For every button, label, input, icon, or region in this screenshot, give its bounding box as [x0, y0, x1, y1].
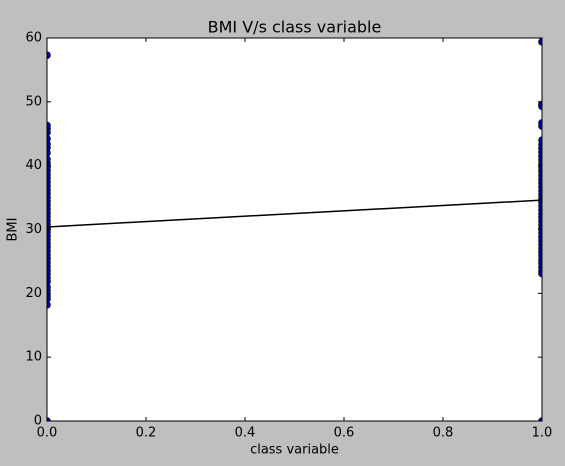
- x-axis-label: class variable: [250, 443, 339, 458]
- y-tick-label: 10: [25, 350, 42, 365]
- x-tick-label: 0.0: [37, 426, 58, 441]
- y-tick-label: 30: [25, 222, 42, 237]
- scatter-point: [538, 269, 542, 278]
- plot-area: [47, 38, 542, 421]
- scatter-point: [538, 122, 542, 130]
- scatter-point: [47, 135, 51, 143]
- y-axis-label: BMI: [6, 218, 21, 242]
- scatter-point: [47, 417, 51, 421]
- x-tick-label: 0.4: [235, 426, 256, 441]
- scatter-point: [538, 102, 542, 111]
- scatter-point: [538, 417, 542, 421]
- scatter-point: [47, 51, 51, 60]
- scatter-point: [538, 38, 542, 46]
- chart-title: BMI V/s class variable: [208, 18, 382, 37]
- x-tick-label: 0.6: [334, 426, 355, 441]
- axes-frame: [46, 37, 543, 422]
- scatter-point: [47, 121, 51, 130]
- scatter-point: [47, 301, 51, 309]
- y-tick-label: 0: [34, 414, 42, 429]
- x-tick-label: 1.0: [532, 426, 553, 441]
- y-tick-label: 60: [25, 31, 42, 46]
- x-tick-label: 0.8: [433, 426, 454, 441]
- y-tick-label: 50: [25, 94, 42, 109]
- fit-line: [47, 199, 542, 228]
- y-tick-label: 40: [25, 158, 42, 173]
- y-tick-label: 20: [25, 286, 42, 301]
- x-tick-label: 0.2: [136, 426, 157, 441]
- scatter-point: [47, 155, 51, 164]
